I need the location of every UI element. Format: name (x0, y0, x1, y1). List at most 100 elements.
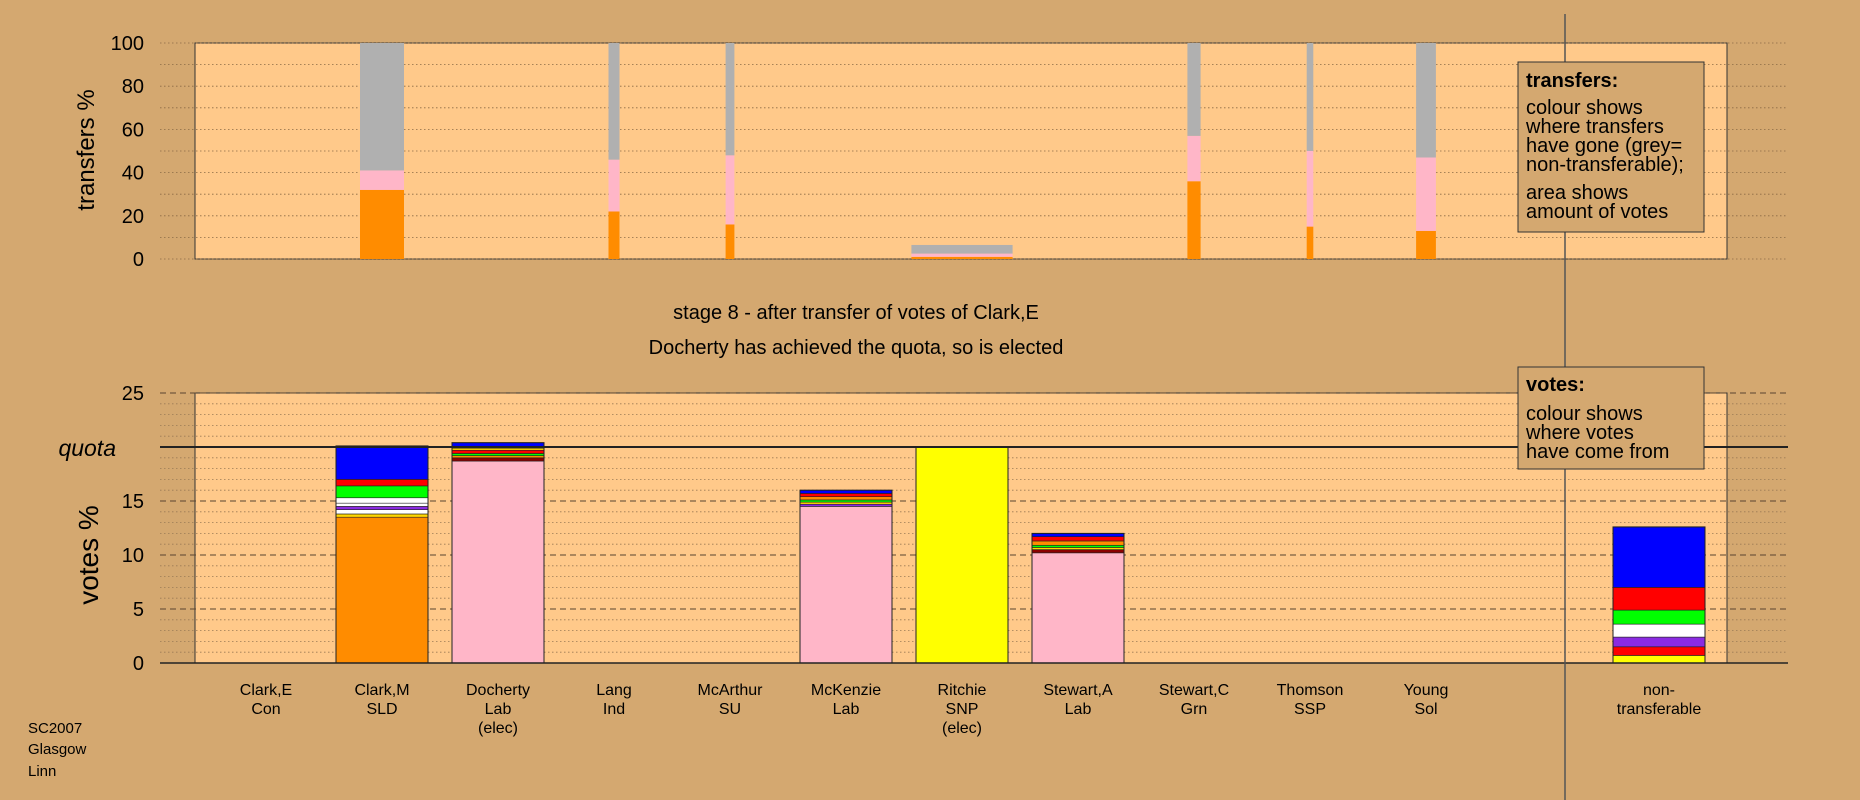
votes-bar (915, 446, 1009, 664)
category-label: (elec) (942, 720, 982, 737)
votes-bar-segment (335, 497, 429, 504)
footer-city: Glasgow (28, 741, 87, 758)
votes-legend: votes: colour shows where votes have com… (1517, 366, 1705, 470)
category-label: Lab (833, 701, 860, 718)
votes-y-tick-label: 25 (122, 383, 144, 405)
category-label: Stewart,A (1043, 682, 1113, 699)
votes-y-tick-label: 10 (122, 545, 144, 567)
transfers-y-tick-label: 0 (133, 249, 144, 271)
votes-bar (1612, 526, 1706, 664)
votes-legend-box (1517, 366, 1705, 470)
votes-bar-segment (335, 506, 429, 510)
votes-bar-segment (1031, 536, 1125, 542)
transfers-legend-title: transfers: (1526, 70, 1618, 92)
category-labels: Clark,E Con Clark,M SLD Docherty Lab (elec) Lan… (240, 682, 1702, 737)
votes-bar-segment (1031, 544, 1125, 548)
votes-bar-segment (451, 455, 545, 459)
transfers-legend-line: colour shows (1526, 97, 1643, 119)
transfers-bar-segment (911, 253, 1013, 257)
footer-election: SC2007 (28, 720, 82, 737)
category-label: Grn (1181, 701, 1208, 718)
transfers-bar-segment (608, 159, 620, 212)
votes-bar-segment (1612, 646, 1706, 656)
transfers-bar-segment (725, 155, 735, 225)
transfers-legend-line: have gone (grey= (1526, 135, 1682, 157)
transfers-bar-segment (1416, 230, 1436, 259)
votes-bar-segment (451, 449, 545, 454)
votes-bar-segment (1612, 587, 1706, 611)
votes-bar-segment (1612, 655, 1706, 664)
transfers-bar-segment (1187, 43, 1201, 136)
category-label: Lab (1065, 701, 1092, 718)
category-label: SNP (946, 701, 979, 718)
transfers-legend-line: where transfers (1525, 116, 1664, 138)
votes-legend-line: have come from (1526, 441, 1669, 463)
transfers-legend: transfers: colour shows where transfers … (1517, 61, 1705, 233)
transfers-bar-segment (911, 244, 1013, 254)
votes-legend-title: votes: (1526, 374, 1585, 396)
category-label: Stewart,C (1159, 682, 1229, 699)
category-label: SSP (1294, 701, 1326, 718)
votes-bar-segment (335, 502, 429, 507)
transfers-y-axis-label: transfers % (73, 89, 100, 210)
votes-bar (799, 489, 893, 664)
votes-bar-segment (335, 485, 429, 499)
transfers-bar-segment (608, 43, 620, 160)
votes-y-tick-label: 0 (133, 653, 144, 675)
category-label: non- (1643, 682, 1675, 699)
category-label: Docherty (466, 682, 530, 699)
category-label: SLD (366, 701, 397, 718)
category-label: Thomson (1277, 682, 1344, 699)
category-label: SU (719, 701, 741, 718)
votes-y-axis-label: votes % (73, 505, 104, 605)
votes-bar-segment (799, 496, 893, 501)
transfers-bar-segment (360, 189, 404, 259)
votes-bar-segment (1031, 547, 1125, 550)
category-label: Ritchie (938, 682, 987, 699)
stage-title: stage 8 - after transfer of votes of Cla… (673, 302, 1039, 324)
votes-bar-segment (1612, 636, 1706, 648)
transfers-bar-segment (1416, 43, 1436, 158)
votes-bar-segment (1031, 540, 1125, 546)
transfers-bar-segment (1306, 226, 1314, 259)
transfers-y-tick-label: 80 (122, 76, 144, 98)
votes-bar (1031, 532, 1125, 664)
transfers-bar-segment (360, 170, 404, 190)
transfers-bar-segment (1416, 157, 1436, 231)
votes-bar-segment (1612, 526, 1706, 588)
votes-bar (451, 442, 545, 664)
transfers-panel: 0 20 40 60 80 100 transfers % (73, 33, 1788, 271)
category-label: Lang (596, 682, 632, 699)
votes-bar-segment (1612, 609, 1706, 625)
transfers-legend-line: non-transferable); (1526, 154, 1684, 176)
votes-y-ticks: 0 5 10 15 25 (122, 383, 144, 675)
transfers-bar-segment (1306, 43, 1314, 151)
category-label: McKenzie (811, 682, 881, 699)
footer-ward: Linn (28, 763, 56, 780)
votes-bar-segment (1031, 552, 1125, 664)
votes-bar-segment (799, 499, 893, 503)
transfers-y-tick-label: 40 (122, 163, 144, 185)
votes-bar (335, 445, 429, 664)
votes-bar-segment (915, 446, 1009, 664)
transfers-bar-segment (608, 211, 620, 259)
category-label: Con (251, 701, 280, 718)
transfers-bar-segment (911, 256, 1013, 259)
category-label: transferable (1617, 701, 1702, 718)
votes-legend-line: where votes (1525, 422, 1634, 444)
category-label: Sol (1414, 701, 1437, 718)
category-label: (elec) (478, 720, 518, 737)
transfers-y-tick-label: 100 (111, 33, 144, 55)
transfers-legend-line: amount of votes (1526, 201, 1668, 223)
votes-y-tick-label: 5 (133, 599, 144, 621)
transfers-bar-segment (360, 43, 404, 171)
votes-bar-segment (799, 503, 893, 507)
votes-bar-segment (799, 506, 893, 664)
votes-bar-segment (335, 509, 429, 515)
transfers-bar-segment (725, 224, 735, 259)
transfers-y-tick-label: 60 (122, 119, 144, 141)
votes-bar-segment (335, 445, 429, 480)
transfers-y-ticks: 0 20 40 60 80 100 (111, 33, 144, 271)
votes-legend-line: colour shows (1526, 403, 1643, 425)
